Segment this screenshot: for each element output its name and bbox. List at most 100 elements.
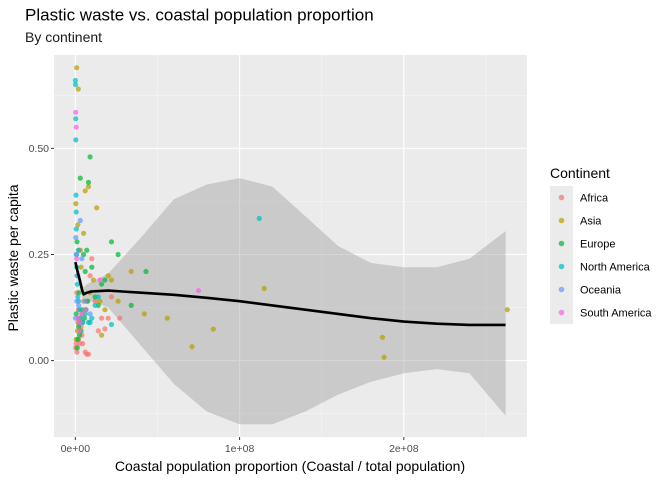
- legend-swatch-europe: [558, 240, 565, 247]
- point-north-america: [73, 209, 79, 215]
- point-south-america: [77, 319, 83, 325]
- point-europe: [76, 290, 82, 296]
- point-europe: [82, 268, 88, 275]
- point-north-america: [75, 294, 81, 300]
- legend-swatch-north-america: [558, 263, 565, 270]
- point-africa: [87, 273, 93, 279]
- point-africa: [99, 315, 105, 321]
- point-asia: [108, 277, 115, 283]
- point-oceania: [79, 256, 85, 262]
- plot-panel: [54, 55, 527, 437]
- point-asia: [141, 311, 147, 317]
- legend-swatch-south-america: [558, 309, 565, 316]
- point-europe: [87, 154, 93, 160]
- legend-label-north-america: North America: [580, 262, 651, 274]
- point-europe: [74, 239, 80, 245]
- point-europe: [128, 302, 134, 308]
- y-axis-title: Plastic waste per capita: [5, 184, 21, 331]
- point-south-america: [195, 288, 202, 294]
- point-oceania: [82, 298, 88, 304]
- point-africa: [117, 315, 123, 321]
- point-africa: [73, 341, 79, 347]
- point-asia: [74, 65, 80, 71]
- x-tick-label: 2e+08: [389, 443, 419, 455]
- point-oceania: [77, 217, 83, 224]
- point-asia: [75, 222, 81, 228]
- legend-swatch-oceania: [558, 286, 565, 293]
- point-africa: [108, 294, 115, 300]
- legend-swatch-africa: [558, 194, 565, 201]
- chart-subtitle: By continent: [25, 29, 102, 45]
- point-north-america: [73, 226, 79, 232]
- point-south-america: [74, 256, 80, 262]
- point-north-america: [73, 116, 79, 122]
- y-tick-label: 0.00: [29, 355, 50, 367]
- smooth-line: [74, 261, 506, 327]
- point-europe: [84, 247, 90, 253]
- point-europe: [99, 281, 105, 287]
- point-africa: [74, 349, 80, 355]
- point-europe: [76, 332, 83, 338]
- grid-minor: [54, 55, 527, 437]
- legend-label-africa: Africa: [580, 193, 609, 205]
- point-europe: [143, 268, 149, 275]
- point-south-america: [73, 124, 79, 130]
- legend-label-south-america: South America: [580, 308, 652, 320]
- legend-label-oceania: Oceania: [580, 285, 622, 297]
- point-asia: [73, 201, 79, 207]
- point-asia: [97, 298, 103, 304]
- point-north-america: [108, 321, 115, 328]
- y-tick-label: 0.25: [29, 249, 50, 261]
- point-south-america: [75, 315, 81, 321]
- point-south-america: [76, 328, 83, 334]
- point-europe: [81, 315, 87, 321]
- point-africa: [89, 256, 95, 262]
- point-south-america: [79, 311, 85, 317]
- chart-title: Plastic waste vs. coastal population pro…: [25, 6, 374, 25]
- point-asia: [381, 354, 387, 360]
- point-asia: [85, 184, 92, 190]
- point-europe: [89, 264, 95, 270]
- point-south-america: [97, 277, 103, 283]
- point-europe: [74, 345, 80, 351]
- y-tick-label: 0.50: [29, 143, 50, 155]
- point-europe: [73, 311, 79, 317]
- x-tick-label: 0e+00: [61, 443, 91, 455]
- point-oceania: [76, 302, 82, 308]
- y-axis: 0.00 0.25 0.50: [29, 143, 54, 367]
- legend: Continent Africa Asia Europe North America O…: [550, 165, 652, 324]
- point-africa: [85, 351, 92, 357]
- point-asia: [164, 315, 170, 321]
- point-asia: [128, 268, 134, 275]
- point-asia: [94, 205, 100, 211]
- point-oceania: [74, 298, 80, 304]
- point-asia: [102, 307, 108, 313]
- x-axis-title: Coastal population proportion (Coastal /…: [115, 458, 465, 474]
- x-axis: 0e+00 1e+08 2e+08: [61, 437, 419, 455]
- point-north-america: [72, 77, 78, 84]
- point-europe: [115, 251, 121, 258]
- point-north-america: [87, 319, 93, 325]
- point-north-america: [92, 302, 98, 308]
- point-asia: [379, 334, 386, 340]
- point-europe: [77, 175, 83, 181]
- point-europe: [76, 324, 82, 330]
- legend-label-asia: Asia: [580, 216, 602, 228]
- point-north-america: [89, 315, 95, 321]
- point-oceania: [87, 311, 93, 317]
- point-asia: [115, 298, 121, 304]
- confidence-ribbon: [75, 178, 506, 425]
- point-north-america: [95, 294, 101, 300]
- point-asia: [75, 86, 81, 92]
- point-south-america: [73, 109, 79, 115]
- point-north-america: [74, 281, 80, 287]
- point-europe: [108, 239, 115, 245]
- point-north-america: [256, 215, 262, 221]
- point-europe: [102, 277, 108, 283]
- point-north-america: [73, 137, 79, 143]
- data-points: [72, 65, 510, 360]
- point-asia: [210, 326, 216, 332]
- point-south-america: [82, 307, 88, 313]
- point-europe: [81, 251, 87, 258]
